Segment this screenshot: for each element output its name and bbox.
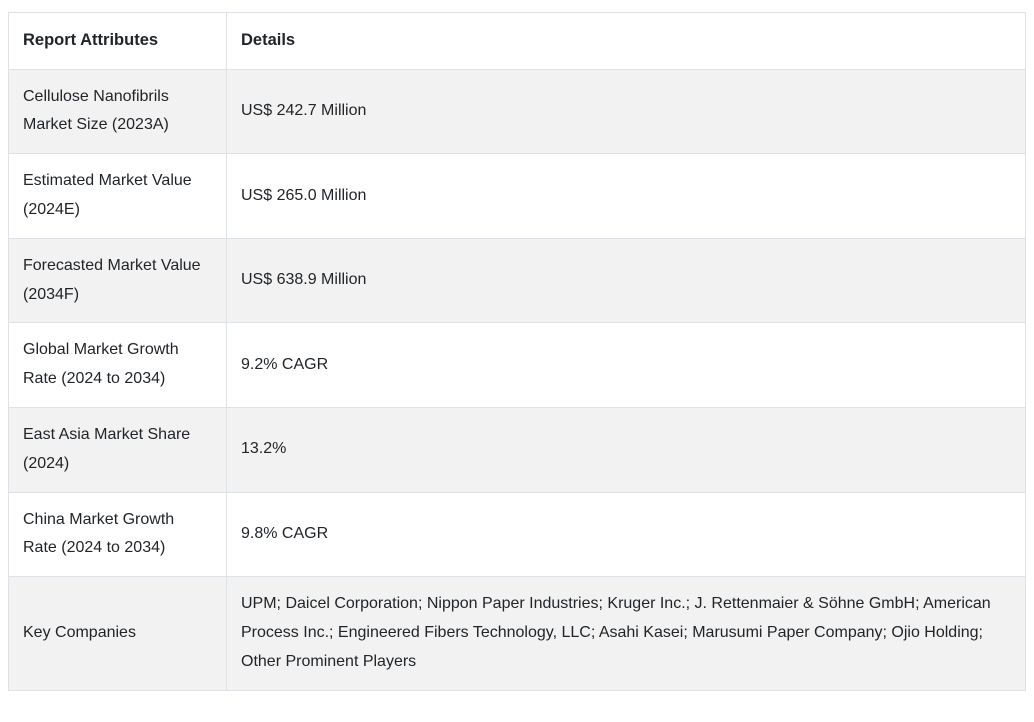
header-details: Details [226,12,1026,70]
table-row: East Asia Market Share (2024) 13.2% [8,407,1026,493]
attribute-cell: Forecasted Market Value (2034F) [8,237,227,324]
table-header-row: Report Attributes Details [8,12,1026,70]
attribute-cell: Key Companies [8,576,227,691]
table-row: China Market Growth Rate (2024 to 2034) … [8,491,1026,578]
header-report-attributes: Report Attributes [8,12,227,70]
table-row: Estimated Market Value (2024E) US$ 265.0… [8,153,1026,239]
table-row: Cellulose Nanofibrils Market Size (2023A… [8,68,1026,155]
attribute-cell: Estimated Market Value (2024E) [8,153,227,239]
attribute-cell: Global Market Growth Rate (2024 to 2034) [8,322,227,409]
attribute-cell: Cellulose Nanofibrils Market Size (2023A… [8,68,227,155]
detail-cell: 13.2% [226,407,1026,493]
table-row: Key Companies UPM; Daicel Corporation; N… [8,576,1026,691]
detail-cell: 9.2% CAGR [226,322,1026,409]
detail-cell: UPM; Daicel Corporation; Nippon Paper In… [226,576,1026,691]
table-row: Global Market Growth Rate (2024 to 2034)… [8,322,1026,409]
detail-cell: US$ 638.9 Million [226,237,1026,324]
attribute-cell: East Asia Market Share (2024) [8,407,227,493]
report-attributes-table: Report Attributes Details Cellulose Nano… [8,12,1026,691]
detail-cell: 9.8% CAGR [226,491,1026,578]
table-row: Forecasted Market Value (2034F) US$ 638.… [8,237,1026,324]
detail-cell: US$ 242.7 Million [226,68,1026,155]
attribute-cell: China Market Growth Rate (2024 to 2034) [8,491,227,578]
detail-cell: US$ 265.0 Million [226,153,1026,239]
